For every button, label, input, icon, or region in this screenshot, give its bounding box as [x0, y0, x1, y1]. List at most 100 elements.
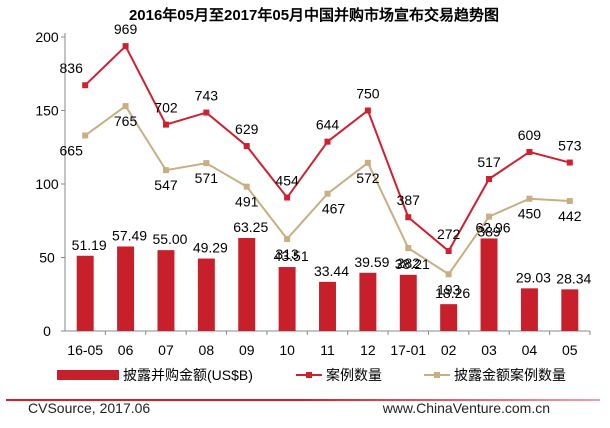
disclosed-case-count-point — [405, 245, 412, 252]
bar-layer — [76, 238, 579, 331]
case-count-point — [284, 194, 291, 201]
case-count-point — [82, 82, 89, 89]
disclosed-case-count-label: 313 — [275, 246, 299, 262]
disclosed-case-count-label: 571 — [195, 170, 219, 186]
bar-value-label: 62.96 — [476, 219, 511, 235]
x-tick-label: 06 — [118, 342, 134, 358]
case-count-point — [122, 43, 129, 50]
legend-disclosed-case-count-label: 披露金额案例数量 — [454, 367, 566, 383]
bar — [399, 274, 417, 331]
y-tick-label: 100 — [35, 176, 59, 192]
disclosed-case-count-point — [364, 159, 371, 166]
case-count-label: 629 — [235, 121, 259, 137]
bar — [520, 288, 538, 331]
case-count-point — [243, 143, 250, 150]
source-note: CVSource, 2017.06 — [28, 400, 151, 416]
case-count-point — [405, 214, 412, 221]
bar-value-label: 33.44 — [314, 263, 349, 279]
y-tick-label: 150 — [35, 103, 59, 119]
chart-title: 2016年05月至2017年05月中国并购市场宣布交易趋势图 — [129, 6, 499, 24]
case-count-point — [203, 109, 210, 116]
case-count-label: 836 — [60, 60, 84, 76]
disclosed-case-count-point — [445, 271, 452, 278]
case-count-point — [364, 107, 371, 114]
disclosed-case-count-point — [162, 167, 169, 174]
x-tick-label: 03 — [481, 342, 497, 358]
x-tick-label: 02 — [441, 342, 457, 358]
legend: 披露并购金额(US$B) 案例数量 披露金额案例数量 — [57, 367, 566, 383]
case-count-label: 387 — [397, 192, 421, 208]
legend-bar-label: 披露并购金额(US$B) — [123, 367, 253, 383]
bar — [278, 267, 296, 331]
legend-disclosed-case-count-marker — [434, 372, 440, 378]
bar — [440, 304, 458, 331]
bar-value-label: 51.19 — [72, 237, 107, 253]
bar — [561, 289, 579, 331]
footer-divider — [6, 399, 600, 401]
disclosed-case-count-point — [122, 103, 129, 110]
bar-value-label: 57.49 — [112, 227, 147, 243]
x-tick-label: 04 — [522, 342, 538, 358]
disclosed-case-count-label: 193 — [437, 281, 461, 297]
case-count-point — [566, 159, 573, 166]
x-tick-label: 10 — [279, 342, 295, 358]
bar — [319, 281, 336, 331]
case-count-label: 573 — [558, 138, 582, 154]
x-tick-label: 09 — [239, 342, 255, 358]
disclosed-case-count-label: 572 — [356, 170, 380, 186]
bar — [117, 246, 135, 331]
case-count-label: 969 — [114, 21, 138, 37]
x-tick-label: 07 — [158, 342, 174, 358]
bar — [359, 272, 377, 331]
x-tick-label: 16-05 — [67, 342, 103, 358]
line-layer — [82, 43, 573, 278]
case-count-point — [445, 248, 452, 255]
legend-case-count-marker — [306, 372, 312, 378]
case-count-label: 517 — [477, 154, 501, 170]
disclosed-case-count-point — [203, 160, 210, 167]
case-count-label: 750 — [356, 86, 380, 102]
bar-value-label: 38.21 — [395, 256, 430, 272]
case-count-point — [526, 148, 533, 155]
disclosed-case-count-point — [82, 132, 89, 139]
y-tick-label: 50 — [39, 250, 55, 266]
label-layer: 51.19 57.49 55.00 49.29 63.25 43.51 33.44 39.59… — [60, 21, 592, 301]
bar-value-label: 43.51 — [274, 248, 309, 264]
bar — [157, 250, 175, 331]
case-count-label: 644 — [316, 117, 340, 133]
disclosed-case-count-label: 665 — [60, 142, 84, 158]
disclosed-case-count-label: 442 — [558, 208, 582, 224]
bar-value-label: 55.00 — [152, 231, 187, 247]
disclosed-case-count-point — [566, 198, 573, 205]
bar — [238, 238, 256, 331]
x-tick-label: 17-01 — [390, 342, 426, 358]
x-tick-label: 05 — [562, 342, 578, 358]
case-count-point — [324, 138, 331, 145]
disclosed-case-count-label: 491 — [235, 194, 259, 210]
case-count-point — [486, 176, 493, 183]
y-tick-label: 200 — [35, 29, 59, 45]
x-tick-label: 11 — [320, 342, 335, 358]
disclosed-case-count-label: 765 — [114, 113, 138, 129]
legend-case-count-label: 案例数量 — [326, 367, 382, 383]
bar-value-label: 18.26 — [435, 285, 470, 301]
legend-bar-swatch — [57, 370, 119, 380]
x-tick-label: 08 — [199, 342, 215, 358]
disclosed-case-count-label: 282 — [397, 255, 421, 271]
disclosed-case-count-point — [486, 213, 493, 220]
bar-value-label: 63.25 — [233, 219, 268, 235]
bar-value-label: 39.59 — [354, 254, 389, 270]
case-count-label: 272 — [437, 226, 461, 242]
bar-value-label: 28.34 — [556, 270, 591, 286]
disclosed-case-count-point — [243, 183, 250, 190]
disclosed-case-count-label: 389 — [477, 224, 501, 240]
bar — [197, 258, 215, 331]
case-count-point — [162, 121, 169, 128]
bar — [480, 238, 498, 331]
bar-value-label: 49.29 — [193, 240, 228, 256]
disclosed-case-count-point — [284, 235, 291, 242]
case-count-label: 454 — [275, 173, 299, 189]
case-count-label: 609 — [518, 127, 542, 143]
disclosed-case-count-label: 467 — [322, 201, 346, 217]
